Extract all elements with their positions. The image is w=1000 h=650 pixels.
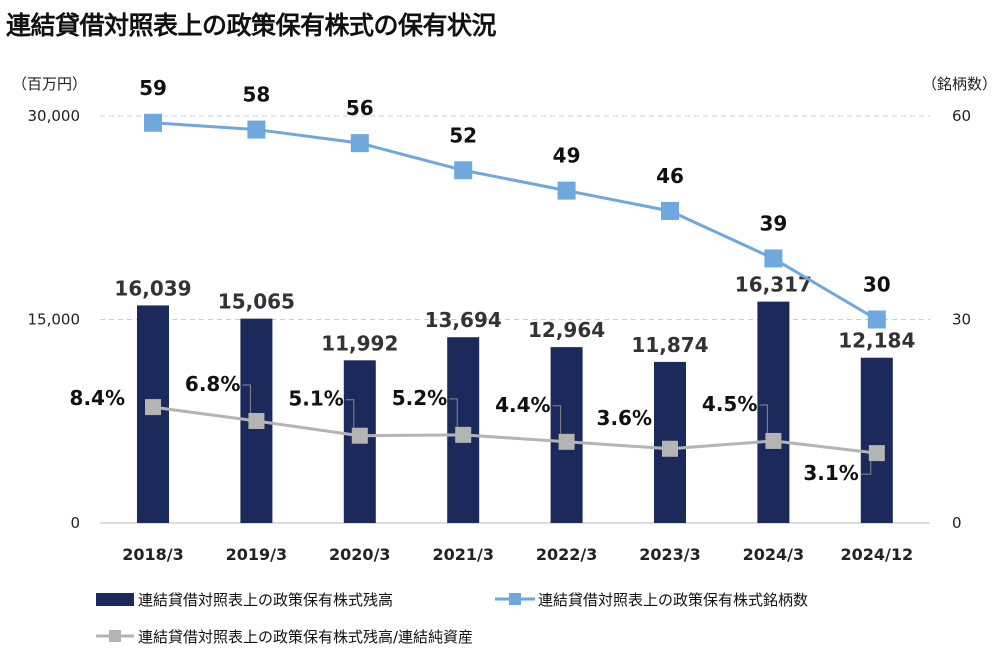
- count-marker: [764, 249, 783, 268]
- bar-data-label: 16,039: [114, 276, 191, 300]
- legend-label: 連結貸借対照表上の政策保有株式残高: [138, 591, 393, 609]
- bar-data-label: 15,065: [218, 290, 295, 314]
- ratio-data-label: 4.5%: [702, 392, 757, 416]
- x-tick-label: 2020/3: [329, 545, 391, 564]
- bar: [860, 357, 893, 523]
- x-tick-label: 2024/12: [840, 545, 913, 564]
- right-tick-label: 60: [952, 107, 971, 125]
- left-tick-label: 0: [70, 514, 80, 532]
- x-tick-label: 2024/3: [743, 545, 805, 564]
- ratio-marker: [455, 426, 472, 443]
- label-leader-line: [552, 405, 562, 434]
- label-leader-line: [242, 384, 251, 413]
- ratio-marker: [558, 433, 575, 450]
- ratio-line: [152, 405, 877, 455]
- count-data-label: 58: [242, 83, 270, 107]
- ratio-data-label: 8.4%: [70, 386, 125, 410]
- x-tick-label: 2023/3: [639, 545, 701, 564]
- label-leader-line: [860, 461, 872, 475]
- ratio-marker: [662, 440, 678, 457]
- legend-label: 連結貸借対照表上の政策保有株式銘柄数: [538, 591, 808, 609]
- ratio-marker: [248, 412, 265, 429]
- left-axis-unit: （百万円）: [12, 75, 87, 93]
- ratio-data-label: 5.2%: [392, 386, 447, 410]
- bar-data-label: 11,874: [631, 333, 708, 357]
- bar-data-label: 13,694: [425, 308, 502, 332]
- count-data-label: 49: [553, 144, 581, 168]
- count-marker: [867, 310, 886, 329]
- count-marker: [144, 113, 162, 132]
- count-marker: [661, 201, 679, 220]
- ratio-data-label: 5.1%: [288, 387, 343, 411]
- left-tick-label: 30,000: [28, 107, 81, 125]
- count-data-label: 59: [139, 76, 167, 100]
- x-tick-label: 2018/3: [122, 545, 184, 564]
- ratio-marker: [351, 427, 368, 444]
- x-tick-label: 2022/3: [536, 545, 598, 564]
- bar: [757, 301, 790, 523]
- count-marker: [247, 120, 266, 139]
- left-tick-label: 15,000: [28, 311, 81, 329]
- count-data-label: 39: [759, 211, 787, 235]
- legend-label: 連結貸借対照表上の政策保有株式残高/連結純資産: [138, 628, 473, 646]
- legend-swatch-marker: [109, 630, 121, 642]
- ratio-marker: [868, 445, 885, 462]
- chart-title: 連結貸借対照表上の政策保有株式の保有状況: [6, 11, 497, 40]
- label-leader-line: [449, 398, 458, 427]
- legend-swatch-marker: [509, 593, 521, 605]
- right-axis-unit: （銘柄数）: [922, 75, 997, 93]
- right-tick-label: 30: [952, 311, 971, 329]
- ratio-data-label: 6.8%: [185, 372, 240, 396]
- ratio-data-label: 3.6%: [597, 406, 652, 430]
- count-data-label: 46: [656, 164, 684, 188]
- count-marker: [454, 161, 473, 180]
- legend-swatch-bar: [96, 593, 134, 606]
- right-tick-label: 0: [952, 514, 962, 532]
- bar-data-label: 16,317: [735, 273, 812, 297]
- ratio-data-label: 3.1%: [803, 461, 858, 485]
- bar-data-label: 12,184: [838, 329, 915, 353]
- x-tick-label: 2019/3: [226, 545, 288, 564]
- count-data-label: 52: [449, 123, 477, 147]
- bar-data-label: 11,992: [321, 331, 398, 355]
- bar-data-label: 12,964: [528, 318, 605, 342]
- ratio-marker: [765, 432, 782, 449]
- count-marker: [350, 134, 369, 153]
- label-leader-line: [345, 399, 355, 428]
- x-tick-label: 2021/3: [432, 545, 494, 564]
- label-leader-line: [759, 404, 768, 433]
- ratio-data-label: 4.4%: [495, 393, 550, 417]
- count-data-label: 30: [863, 273, 891, 297]
- count-marker: [557, 181, 576, 200]
- ratio-marker: [145, 399, 161, 416]
- count-line: [152, 121, 878, 321]
- count-data-label: 56: [346, 96, 374, 120]
